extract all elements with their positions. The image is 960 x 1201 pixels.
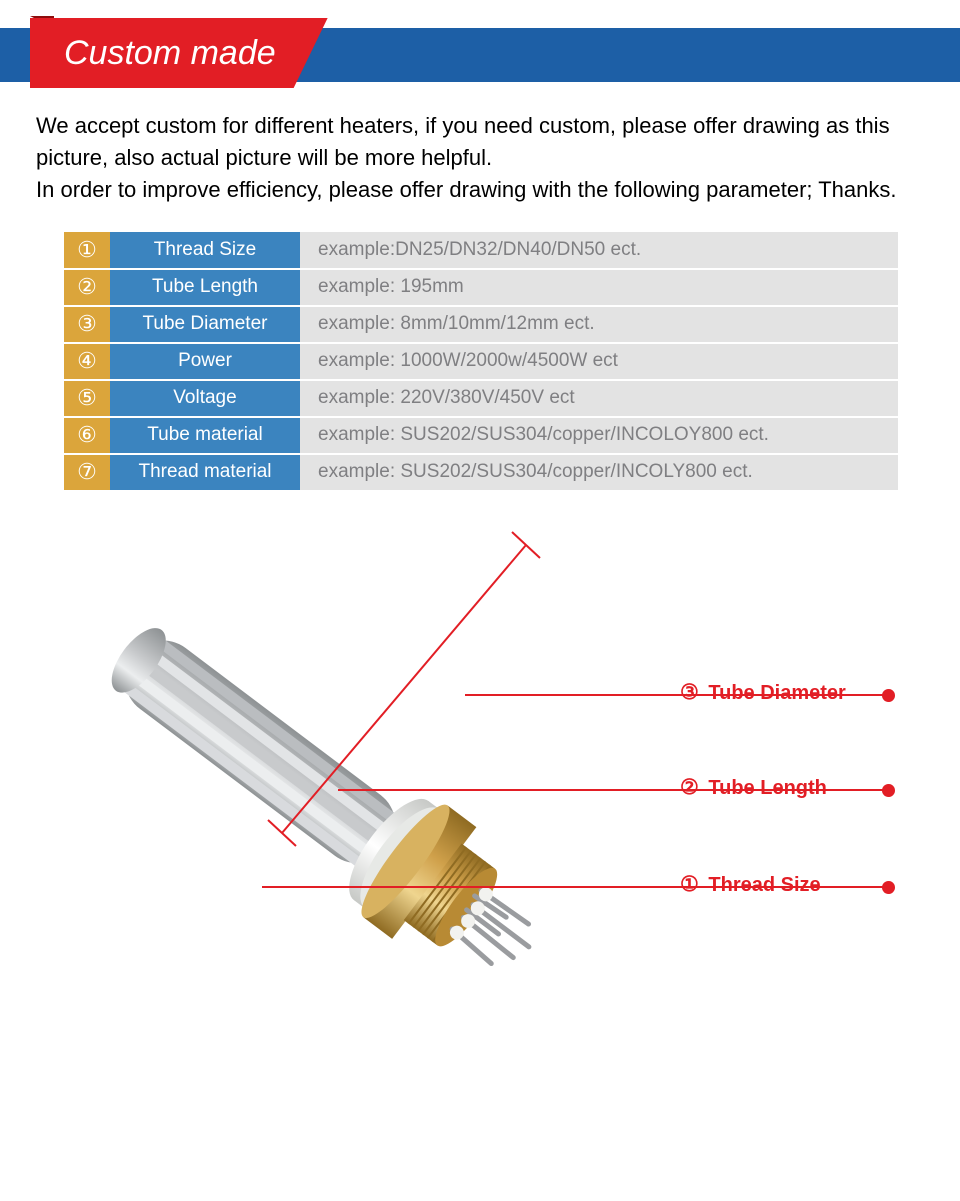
param-num: ⑤ [64, 380, 110, 417]
callout-thread-size: ① Thread Size [680, 872, 821, 897]
param-example: example: 1000W/2000w/4500W ect [300, 343, 898, 380]
param-label: Tube material [110, 417, 300, 454]
parameter-table: ①Thread Sizeexample:DN25/DN32/DN40/DN50 … [64, 232, 898, 492]
param-num: ⑦ [64, 454, 110, 491]
callout-tube-diameter: ③ Tube Diameter [680, 680, 846, 705]
param-example: example: 195mm [300, 269, 898, 306]
param-num: ④ [64, 343, 110, 380]
param-label: Thread Size [110, 232, 300, 269]
banner-strip: Custom made [0, 28, 960, 82]
callout-label-1: Thread Size [708, 874, 820, 896]
callout-label-2: Tube Length [708, 777, 827, 799]
callout-num-1: ① [680, 873, 699, 896]
table-row: ①Thread Sizeexample:DN25/DN32/DN40/DN50 … [64, 232, 898, 269]
heater-diagram: ③ Tube Diameter ② Tube Length ① Thread S… [0, 502, 960, 1122]
table-row: ③Tube Diameterexample: 8mm/10mm/12mm ect… [64, 306, 898, 343]
callout-dot-3 [882, 689, 895, 702]
callout-num-3: ③ [680, 681, 699, 704]
param-label: Thread material [110, 454, 300, 491]
callout-dot-2 [882, 784, 895, 797]
param-example: example: SUS202/SUS304/copper/INCOLY800 … [300, 454, 898, 491]
banner-title: Custom made [30, 18, 328, 88]
callout-dot-1 [882, 881, 895, 894]
callout-num-2: ② [680, 776, 699, 799]
parameter-table-body: ①Thread Sizeexample:DN25/DN32/DN40/DN50 … [64, 232, 898, 491]
param-example: example: 8mm/10mm/12mm ect. [300, 306, 898, 343]
param-num: ⑥ [64, 417, 110, 454]
table-row: ②Tube Lengthexample: 195mm [64, 269, 898, 306]
param-example: example: SUS202/SUS304/copper/INCOLOY800… [300, 417, 898, 454]
param-num: ③ [64, 306, 110, 343]
heater-svg [0, 502, 960, 1122]
param-label: Power [110, 343, 300, 380]
table-row: ④Powerexample: 1000W/2000w/4500W ect [64, 343, 898, 380]
param-label: Tube Length [110, 269, 300, 306]
param-label: Tube Diameter [110, 306, 300, 343]
param-label: Voltage [110, 380, 300, 417]
param-num: ② [64, 269, 110, 306]
callout-tube-length: ② Tube Length [680, 775, 827, 800]
table-row: ⑦Thread materialexample: SUS202/SUS304/c… [64, 454, 898, 491]
table-row: ⑥Tube materialexample: SUS202/SUS304/cop… [64, 417, 898, 454]
param-example: example:DN25/DN32/DN40/DN50 ect. [300, 232, 898, 269]
table-row: ⑤Voltageexample: 220V/380V/450V ect [64, 380, 898, 417]
param-num: ① [64, 232, 110, 269]
param-example: example: 220V/380V/450V ect [300, 380, 898, 417]
intro-text: We accept custom for different heaters, … [0, 82, 960, 206]
tube-bundle [101, 619, 412, 879]
callout-label-3: Tube Diameter [708, 682, 845, 704]
